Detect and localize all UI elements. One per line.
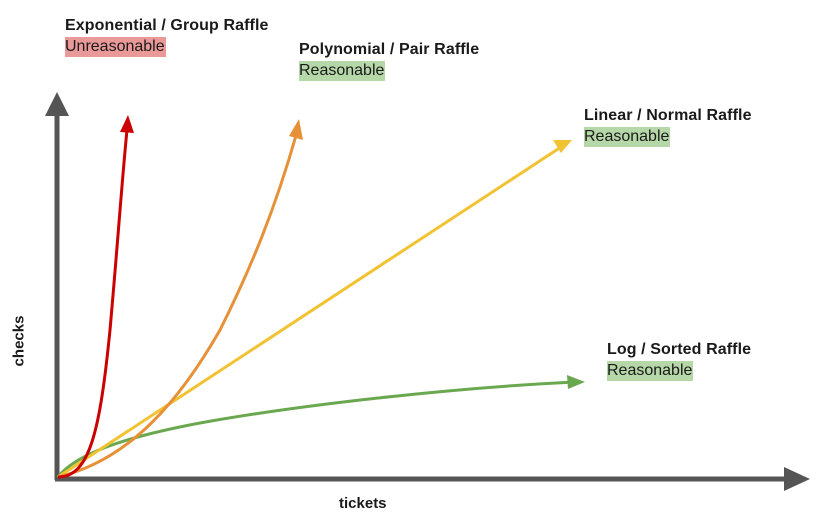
linear-verdict-badge: Reasonable <box>584 127 671 147</box>
exponential-title: Exponential / Group Raffle <box>65 17 269 34</box>
log-curve-line <box>56 380 576 478</box>
polynomial-curve-line <box>57 131 299 479</box>
polynomial-verdict-badge: Reasonable <box>299 61 386 81</box>
log-label: Log / Sorted Raffle Reasonable <box>607 342 751 381</box>
log-curve-arrowhead <box>567 375 585 389</box>
x-axis-label: tickets <box>339 495 387 512</box>
log-verdict-badge: Reasonable <box>607 361 694 381</box>
exponential-verdict-badge: Unreasonable <box>65 37 166 57</box>
linear-label: Linear / Normal Raffle Reasonable <box>584 108 752 147</box>
exponential-curve-line <box>57 129 129 479</box>
y-axis-label: checks <box>10 315 28 367</box>
y-axis-arrowhead <box>45 92 69 116</box>
exponential-curve-arrowhead <box>120 115 134 133</box>
log-title: Log / Sorted Raffle <box>607 341 752 358</box>
x-axis-arrowhead <box>784 467 810 491</box>
polynomial-label: Polynomial / Pair Raffle Reasonable <box>299 42 479 81</box>
polynomial-curve <box>57 119 303 479</box>
axes <box>45 92 810 491</box>
linear-curve-line <box>57 145 562 479</box>
linear-curve-arrowhead <box>553 140 572 153</box>
exponential-curve <box>57 115 134 479</box>
polynomial-curve-arrowhead <box>289 119 303 140</box>
exponential-label: Exponential / Group Raffle Unreasonable <box>65 18 269 57</box>
linear-curve <box>57 140 572 479</box>
linear-title: Linear / Normal Raffle <box>584 107 752 124</box>
polynomial-title: Polynomial / Pair Raffle <box>299 41 480 58</box>
